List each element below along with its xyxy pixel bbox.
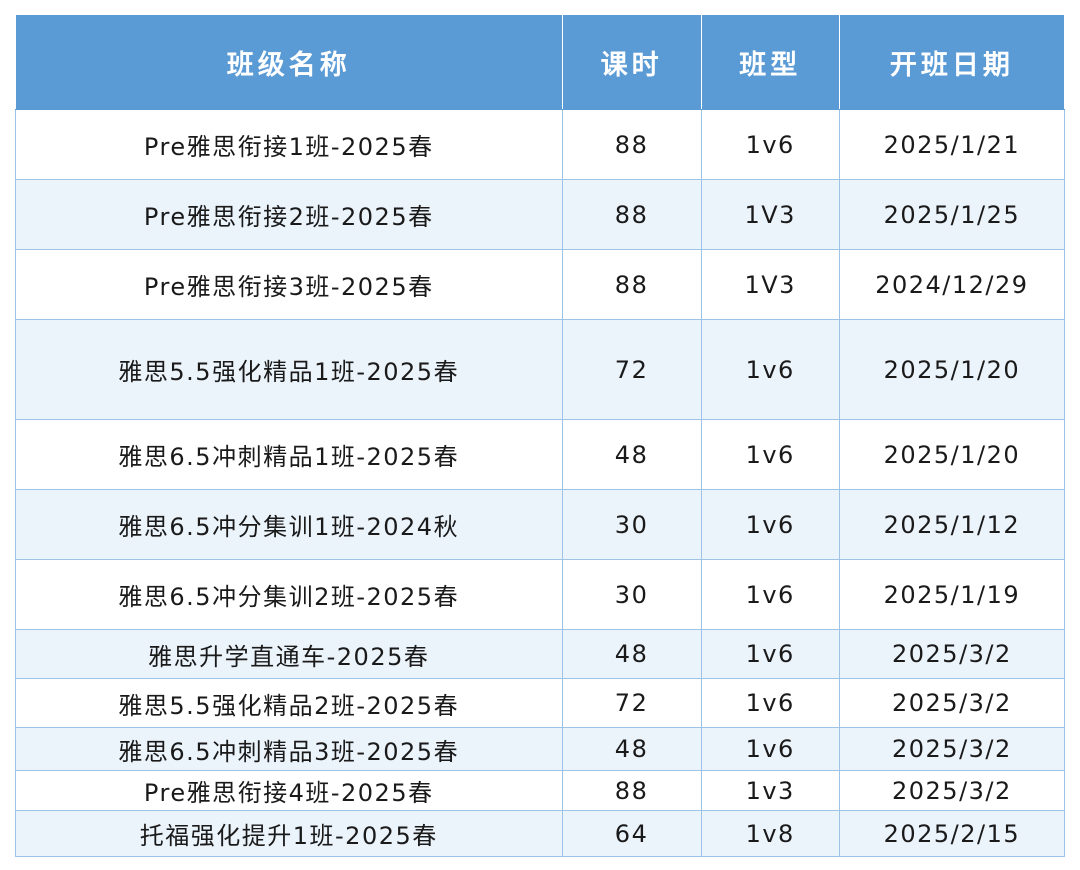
cell-class-type: 1v6 <box>700 419 840 490</box>
cell-start-date: 2025/3/2 <box>838 678 1066 728</box>
cell-start-date: 2025/1/19 <box>838 559 1066 630</box>
cell-class-name: 雅思5.5强化精品2班-2025春 <box>15 678 563 728</box>
cell-start-date: 2025/3/2 <box>838 727 1066 771</box>
table-row: 雅思6.5冲分集训1班-2024秋 30 1v6 2025/1/12 <box>15 489 1066 560</box>
cell-start-date: 2025/1/20 <box>838 419 1066 490</box>
cell-class-name: 雅思6.5冲分集训2班-2025春 <box>15 559 563 630</box>
cell-hours: 30 <box>561 559 702 630</box>
table-row: Pre雅思衔接3班-2025春 88 1V3 2024/12/29 <box>15 249 1066 320</box>
table-row: 雅思6.5冲刺精品3班-2025春 48 1v6 2025/3/2 <box>15 727 1066 771</box>
cell-class-name: Pre雅思衔接3班-2025春 <box>15 249 563 320</box>
cell-hours: 48 <box>561 629 702 679</box>
cell-class-name: Pre雅思衔接2班-2025春 <box>15 179 563 250</box>
cell-hours: 48 <box>561 419 702 490</box>
cell-class-name: 雅思升学直通车-2025春 <box>15 629 563 679</box>
cell-class-type: 1v6 <box>700 727 840 771</box>
cell-class-type: 1v8 <box>700 810 840 857</box>
table-row: 托福强化提升1班-2025春 64 1v8 2025/2/15 <box>15 810 1066 857</box>
cell-start-date: 2025/1/21 <box>838 109 1066 180</box>
cell-start-date: 2025/1/25 <box>838 179 1066 250</box>
table-row: Pre雅思衔接1班-2025春 88 1v6 2025/1/21 <box>15 109 1066 180</box>
cell-hours: 64 <box>561 810 702 857</box>
cell-hours: 48 <box>561 727 702 771</box>
cell-class-name: 雅思6.5冲刺精品1班-2025春 <box>15 419 563 490</box>
table-row: Pre雅思衔接4班-2025春 88 1v3 2025/3/2 <box>15 770 1066 811</box>
cell-hours: 88 <box>561 770 702 811</box>
cell-class-name: 雅思6.5冲分集训1班-2024秋 <box>15 489 563 560</box>
table-row: 雅思升学直通车-2025春 48 1v6 2025/3/2 <box>15 629 1066 679</box>
cell-class-name: Pre雅思衔接1班-2025春 <box>15 109 563 180</box>
table-row: 雅思6.5冲分集训2班-2025春 30 1v6 2025/1/19 <box>15 559 1066 630</box>
cell-class-type: 1V3 <box>700 179 840 250</box>
cell-class-type: 1V3 <box>700 249 840 320</box>
class-schedule-table: 班级名称 课时 班型 开班日期 Pre雅思衔接1班-2025春 88 1v6 2… <box>15 14 1066 857</box>
header-hours: 课时 <box>561 14 702 110</box>
header-class-name: 班级名称 <box>15 14 563 110</box>
cell-hours: 72 <box>561 319 702 420</box>
cell-class-type: 1v6 <box>700 319 840 420</box>
cell-start-date: 2025/2/15 <box>838 810 1066 857</box>
cell-hours: 30 <box>561 489 702 560</box>
cell-hours: 88 <box>561 179 702 250</box>
cell-class-type: 1v6 <box>700 678 840 728</box>
header-start-date: 开班日期 <box>838 14 1066 110</box>
cell-hours: 72 <box>561 678 702 728</box>
cell-class-type: 1v6 <box>700 629 840 679</box>
table-row: 雅思5.5强化精品1班-2025春 72 1v6 2025/1/20 <box>15 319 1066 420</box>
table-row: 雅思5.5强化精品2班-2025春 72 1v6 2025/3/2 <box>15 678 1066 728</box>
cell-class-name: 托福强化提升1班-2025春 <box>15 810 563 857</box>
cell-hours: 88 <box>561 249 702 320</box>
cell-class-name: Pre雅思衔接4班-2025春 <box>15 770 563 811</box>
cell-start-date: 2024/12/29 <box>838 249 1066 320</box>
table-header-row: 班级名称 课时 班型 开班日期 <box>15 14 1066 110</box>
cell-start-date: 2025/3/2 <box>838 770 1066 811</box>
cell-class-type: 1v6 <box>700 109 840 180</box>
cell-hours: 88 <box>561 109 702 180</box>
cell-class-type: 1v6 <box>700 559 840 630</box>
cell-start-date: 2025/1/12 <box>838 489 1066 560</box>
table-row: Pre雅思衔接2班-2025春 88 1V3 2025/1/25 <box>15 179 1066 250</box>
cell-class-name: 雅思5.5强化精品1班-2025春 <box>15 319 563 420</box>
cell-class-name: 雅思6.5冲刺精品3班-2025春 <box>15 727 563 771</box>
table-row: 雅思6.5冲刺精品1班-2025春 48 1v6 2025/1/20 <box>15 419 1066 490</box>
header-class-type: 班型 <box>700 14 840 110</box>
cell-class-type: 1v3 <box>700 770 840 811</box>
cell-start-date: 2025/3/2 <box>838 629 1066 679</box>
cell-class-type: 1v6 <box>700 489 840 560</box>
cell-start-date: 2025/1/20 <box>838 319 1066 420</box>
